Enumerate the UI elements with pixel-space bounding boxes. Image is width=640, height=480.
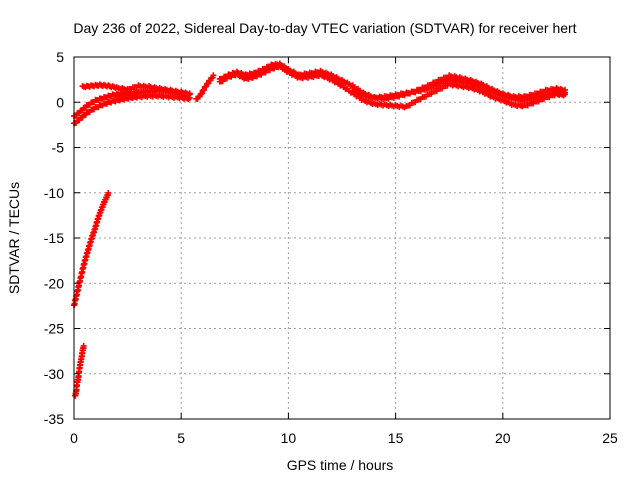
series-segment xyxy=(71,92,193,127)
series-segment xyxy=(349,72,568,103)
y-tick-label: -35 xyxy=(44,411,64,427)
x-tick-label: 20 xyxy=(495,430,511,446)
y-tick-label: -10 xyxy=(44,185,64,201)
series-segment xyxy=(216,62,568,111)
y-tick-label: 0 xyxy=(56,94,64,110)
series-segment xyxy=(71,189,112,309)
y-tick-label: -20 xyxy=(44,275,64,291)
data-point xyxy=(186,90,193,97)
x-tick-label: 0 xyxy=(70,430,78,446)
x-tick-label: 15 xyxy=(388,430,404,446)
data-series xyxy=(71,60,568,399)
series-segment xyxy=(193,72,217,102)
data-point xyxy=(210,72,217,79)
data-point xyxy=(80,342,87,349)
y-tick-label: -15 xyxy=(44,230,64,246)
series-segment xyxy=(79,81,193,98)
grid xyxy=(74,57,610,419)
y-tick-label: -30 xyxy=(44,366,64,382)
x-tick-label: 25 xyxy=(602,430,618,446)
y-tick-label: 5 xyxy=(56,49,64,65)
data-point xyxy=(105,189,112,196)
y-axis-label: SDTVAR / TECUs xyxy=(6,182,22,294)
data-point xyxy=(561,86,568,93)
chart-title: Day 236 of 2022, Sidereal Day-to-day VTE… xyxy=(73,20,576,36)
x-axis-label: GPS time / hours xyxy=(287,457,394,473)
x-tick-label: 10 xyxy=(281,430,297,446)
x-tick-label: 5 xyxy=(177,430,185,446)
axis-ticks: 0 5 10 15 20 25 5 0 -5 -10 -15 -20 -25 -30 -35 xyxy=(44,49,618,446)
y-tick-label: -5 xyxy=(52,140,65,156)
y-tick-label: -25 xyxy=(44,321,64,337)
